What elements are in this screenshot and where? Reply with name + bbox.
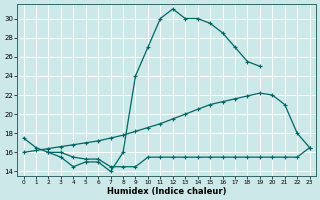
X-axis label: Humidex (Indice chaleur): Humidex (Indice chaleur) [107, 187, 226, 196]
